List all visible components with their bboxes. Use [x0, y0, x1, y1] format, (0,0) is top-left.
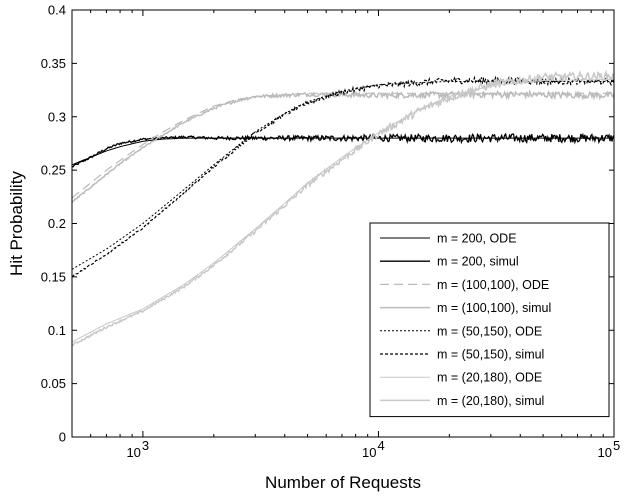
- y-axis-title: Hit Probability: [7, 171, 26, 276]
- legend-label: m = (100,100), ODE: [437, 278, 549, 292]
- series-line-5: [71, 75, 615, 278]
- legend-box: [369, 222, 610, 418]
- series-line-6: [71, 78, 614, 343]
- y-tick-label: 0.4: [48, 3, 66, 18]
- x-tick-label-exponent: 3: [142, 438, 149, 453]
- x-tick-label-exponent: 4: [377, 438, 384, 453]
- legend-label: m = (50,150), simul: [437, 348, 544, 362]
- y-tick-label: 0: [59, 430, 66, 445]
- series-layer: [71, 69, 615, 347]
- y-tick-label: 0.3: [48, 109, 66, 124]
- legend-label: m = (50,150), ODE: [437, 324, 542, 338]
- y-tick-label: 0.25: [41, 163, 66, 178]
- series-line-1: [71, 132, 615, 168]
- y-tick-label: 0.1: [48, 323, 66, 338]
- x-tick-label-exponent: 5: [613, 438, 620, 453]
- legend-label: m = (20,180), simul: [437, 394, 544, 408]
- y-tick-label: 0.2: [48, 216, 66, 231]
- y-tick-label: 0.15: [41, 269, 66, 284]
- legend: m = 200, ODE m = 200, simul m = (100,100),…: [369, 222, 610, 418]
- legend-label: m = 200, simul: [437, 255, 519, 269]
- x-tick-label: 10: [362, 445, 376, 460]
- x-tick-label: 10: [598, 445, 612, 460]
- series-line-3: [71, 89, 615, 204]
- y-tick-label: 0.05: [41, 376, 66, 391]
- x-axis-title: Number of Requests: [265, 473, 421, 492]
- y-tick-label: 0.35: [41, 56, 66, 71]
- y-axis: 0 0.05 0.1 0.15 0.2 0.25 0.3 0.35 0.4: [41, 3, 614, 445]
- x-axis: 10 3 10 4 10 5: [71, 10, 620, 460]
- series-line-7: [71, 69, 615, 347]
- legend-label: m = 200, ODE: [437, 232, 517, 246]
- legend-label: m = (20,180), ODE: [437, 371, 542, 385]
- legend-label: m = (100,100), simul: [437, 301, 551, 315]
- x-tick-label: 10: [126, 445, 140, 460]
